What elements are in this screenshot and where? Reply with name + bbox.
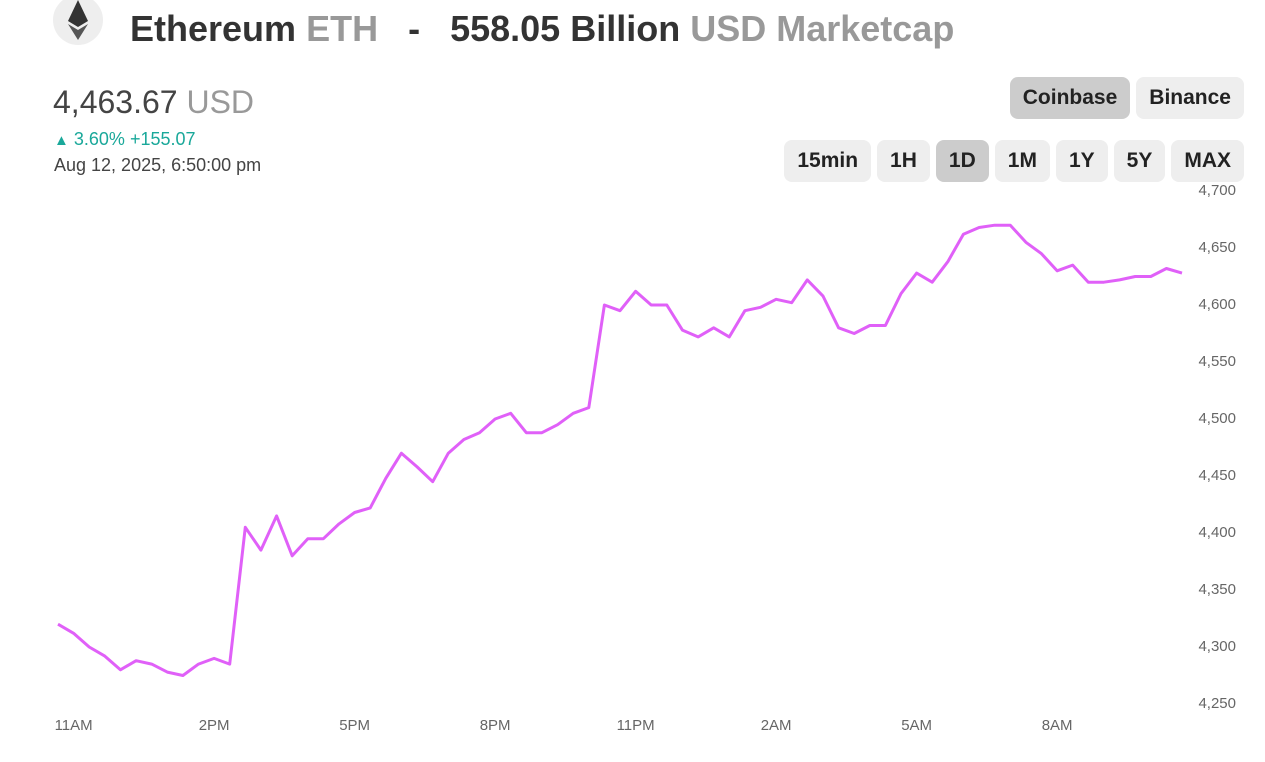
- y-tick-label: 4,550: [1198, 353, 1236, 370]
- price: 4,463.67: [53, 84, 178, 120]
- y-tick-label: 4,450: [1198, 467, 1236, 484]
- range-button[interactable]: MAX: [1171, 140, 1244, 182]
- y-tick-label: 4,500: [1198, 410, 1236, 427]
- coin-symbol: ETH: [306, 8, 379, 49]
- marketcap: 558.05 Billion: [450, 8, 681, 49]
- y-tick-label: 4,650: [1198, 239, 1236, 256]
- y-tick-label: 4,300: [1198, 638, 1236, 655]
- range-button[interactable]: 1Y: [1055, 140, 1108, 182]
- currency: USD: [186, 84, 255, 120]
- y-tick-label: 4,700: [1198, 182, 1236, 199]
- range-buttons: 15min 1H 1D 1M 1Y 5Y MAX: [784, 140, 1244, 182]
- x-tick-label: 2PM: [199, 717, 230, 734]
- eth-logo: [53, 0, 103, 45]
- x-tick-label: 11AM: [55, 717, 93, 734]
- x-tick-label: 11PM: [617, 717, 655, 734]
- x-tick-label: 5PM: [339, 717, 370, 734]
- range-button[interactable]: 1M: [994, 140, 1050, 182]
- change-icon: ▲: [54, 132, 69, 149]
- y-tick-label: 4,250: [1198, 695, 1236, 712]
- change-pct: 3.60%: [73, 129, 125, 149]
- x-tick-label: 2AM: [761, 717, 792, 734]
- x-tick-label: 8AM: [1042, 717, 1073, 734]
- separator: -: [408, 8, 421, 49]
- coin-name: Ethereum: [130, 8, 297, 49]
- change-row: ▲ 3.60% +155.07: [54, 129, 196, 150]
- exchange-button[interactable]: Binance: [1136, 77, 1244, 119]
- range-button[interactable]: 1D: [935, 140, 989, 182]
- exchange-button[interactable]: Coinbase: [1009, 77, 1131, 119]
- price-line: [57, 223, 1183, 677]
- price-row: 4,463.67 USD: [53, 84, 254, 121]
- range-button[interactable]: 15min: [784, 140, 872, 182]
- timestamp: Aug 12, 2025, 6:50:00 pm: [54, 155, 262, 175]
- change-abs: +155.07: [129, 129, 196, 149]
- x-tick-label: 5AM: [901, 717, 932, 734]
- range-button[interactable]: 1H: [877, 140, 930, 182]
- exchange-buttons: Coinbase Binance: [1009, 77, 1244, 119]
- y-tick-label: 4,350: [1198, 581, 1236, 598]
- y-tick-label: 4,400: [1198, 524, 1236, 541]
- marketcap-unit: USD Marketcap: [690, 8, 955, 49]
- y-tick-label: 4,600: [1198, 296, 1236, 313]
- title: Ethereum ETH - 558.05 Billion USD Market…: [130, 8, 954, 50]
- x-tick-label: 8PM: [480, 717, 511, 734]
- range-button[interactable]: 5Y: [1113, 140, 1166, 182]
